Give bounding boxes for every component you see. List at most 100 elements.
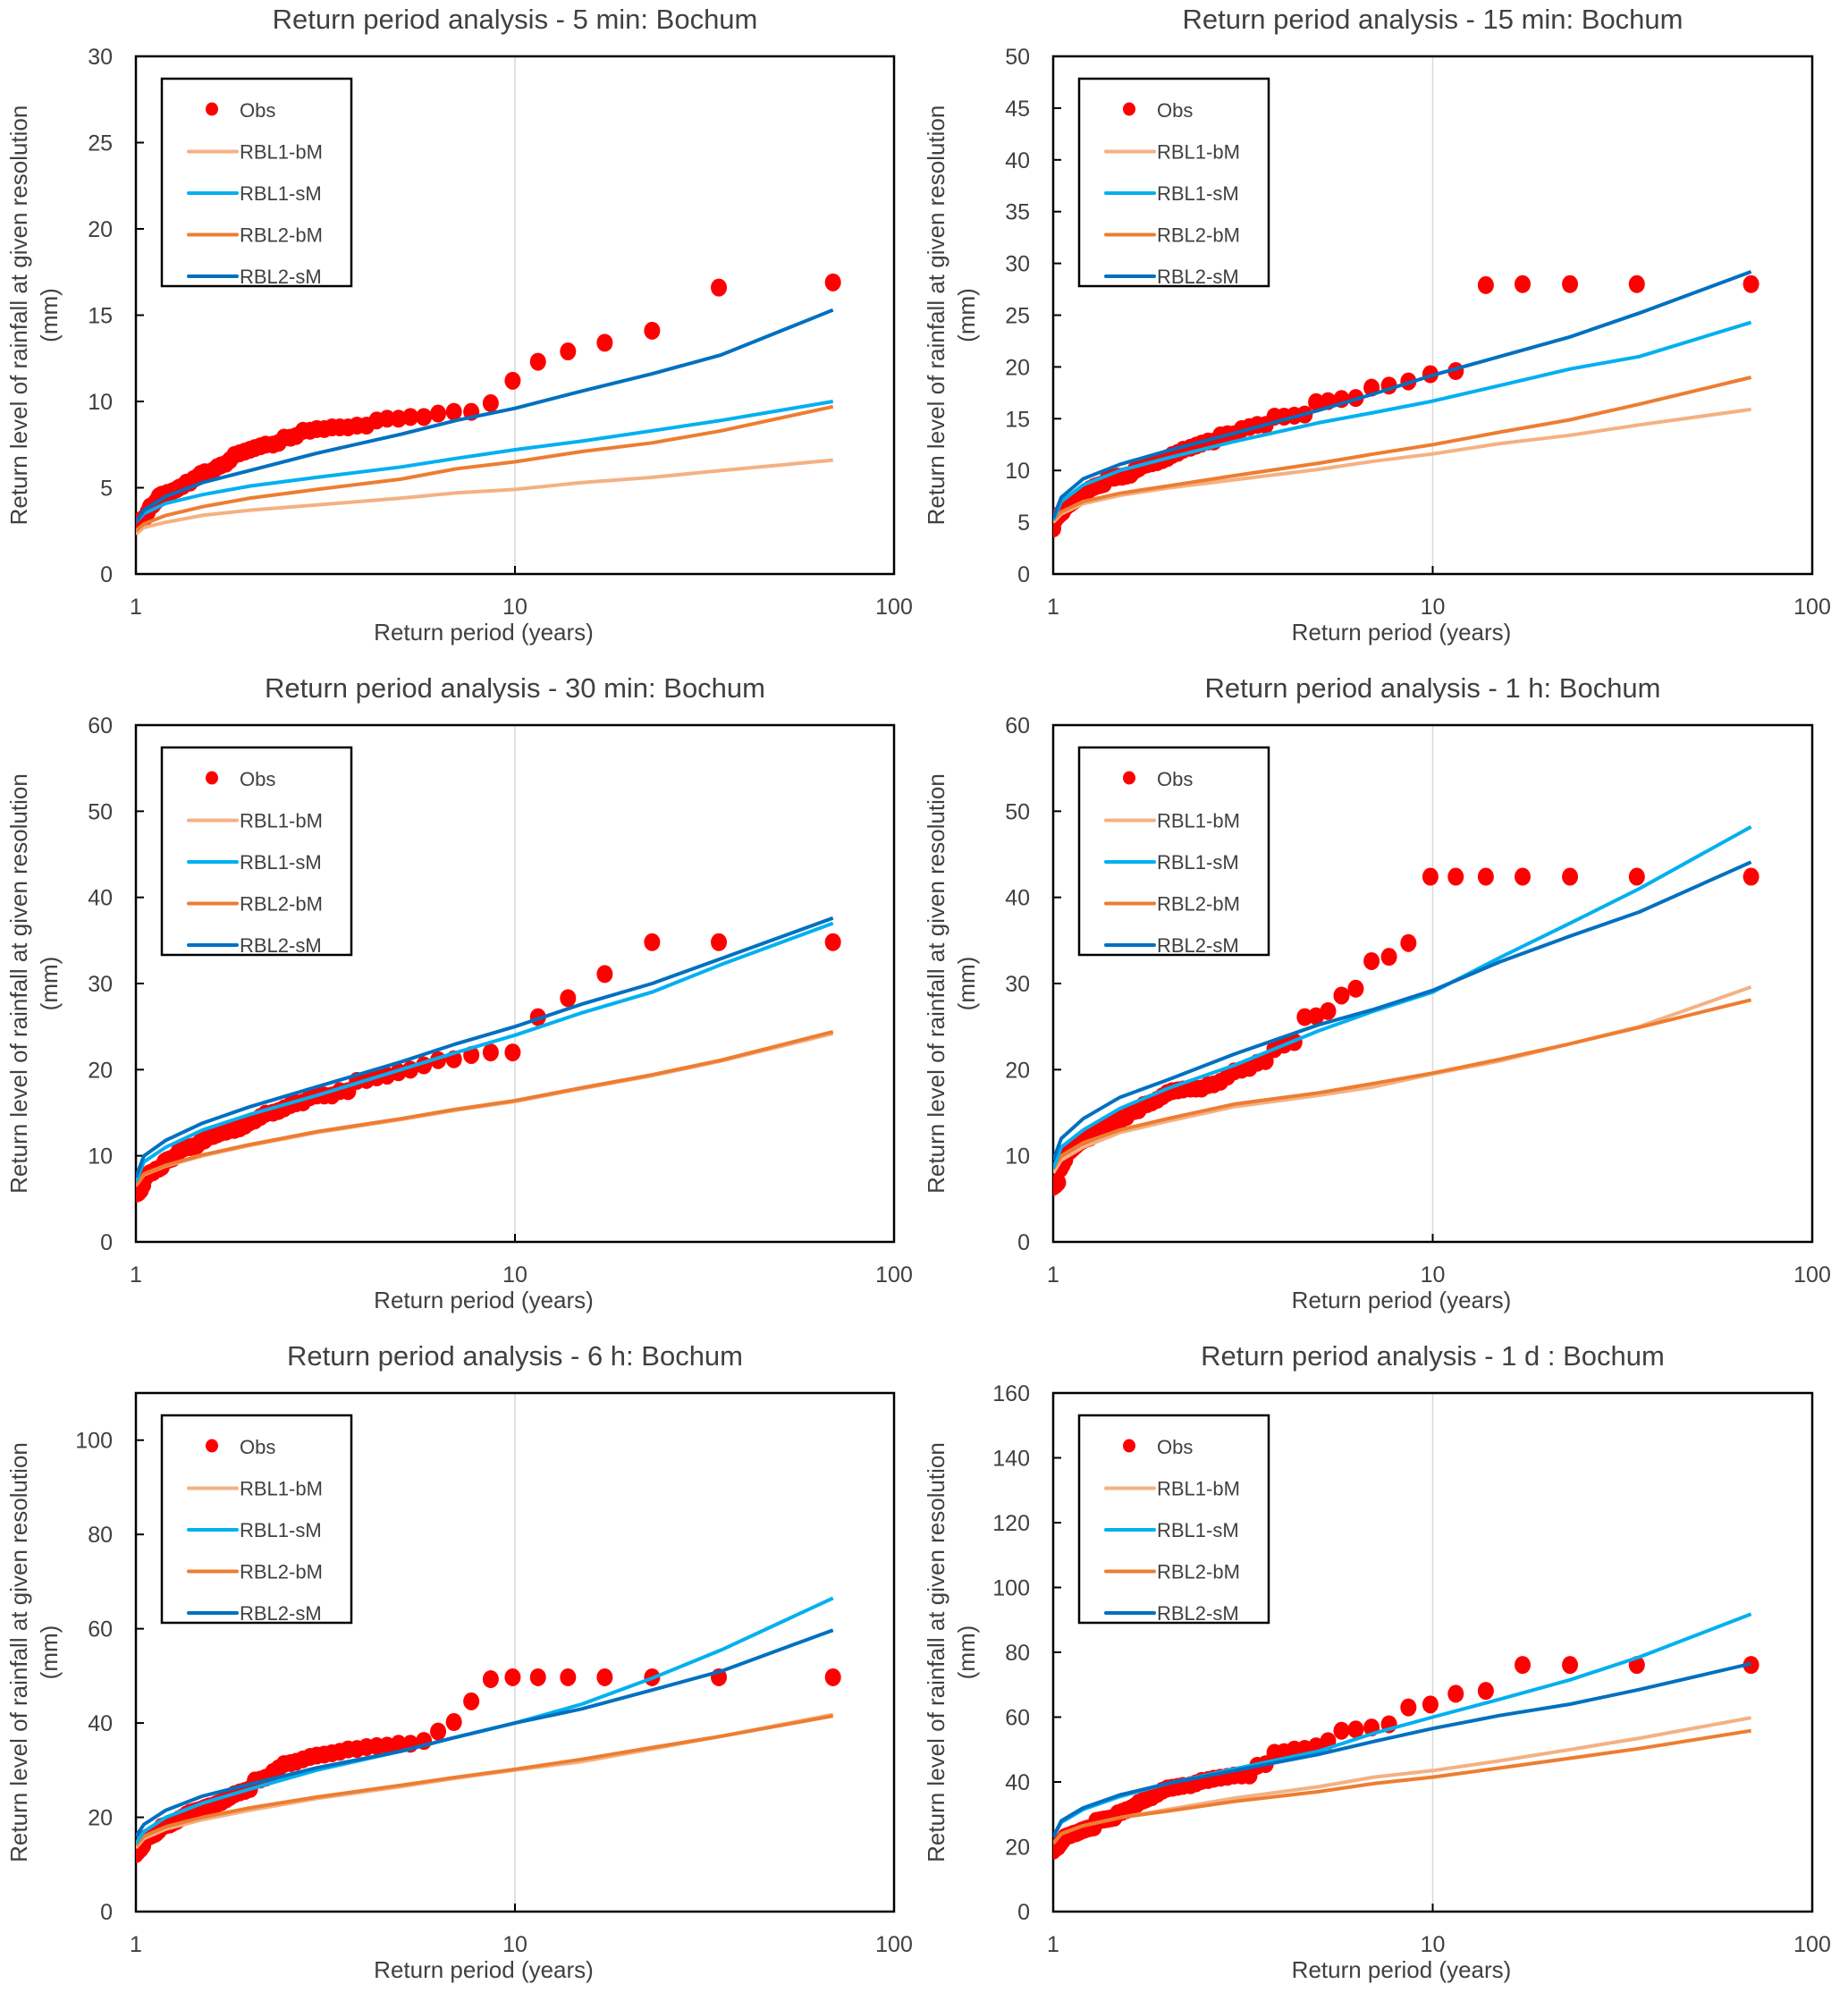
legend-item-rbl2_sm: RBL2-sM — [187, 934, 322, 957]
obs-point — [1363, 951, 1380, 970]
obs-point — [390, 1735, 407, 1753]
legend-item-rbl1_sm: RBL1-sM — [1104, 182, 1239, 205]
y-tick-label: 20 — [1005, 1058, 1030, 1083]
x-tick-label: 10 — [1421, 1932, 1446, 1957]
legend-item-rbl1_sm: RBL1-sM — [187, 1519, 322, 1541]
x-tick-label: 10 — [502, 1262, 527, 1288]
y-axis-title: Return level of rainfall at given resolu… — [923, 1442, 949, 1862]
y-axis-title: Return level of rainfall at given resolu… — [5, 106, 32, 526]
legend-label: RBL1-bM — [240, 810, 323, 832]
y-tick-label: 50 — [1005, 799, 1030, 824]
chart-panel-3: Return period analysis - 1 h: Bochum 0 10 2… — [923, 672, 1831, 1313]
chart-panel-4: Return period analysis - 6 h: Bochum 0 20 4… — [5, 1340, 913, 1983]
chart-title: Return period analysis - 1 h: Bochum — [1204, 672, 1660, 704]
x-tick-label: 100 — [875, 595, 913, 620]
legend-item-rbl2_bm: RBL2-bM — [1104, 893, 1240, 916]
obs-point — [1743, 274, 1759, 293]
x-tick-label: 100 — [875, 1932, 913, 1957]
y-tick-label: 10 — [88, 390, 113, 415]
legend: Obs RBL1-bM RBL1-sM RBL2-bM RBL2-sM — [1077, 746, 1270, 957]
legend-label: RBL1-bM — [1157, 141, 1240, 164]
y-tick-label: 30 — [1005, 252, 1030, 277]
series-line-rbl2-bm — [1053, 376, 1752, 522]
y-tick-label: 120 — [992, 1511, 1030, 1536]
obs-point — [1347, 1720, 1364, 1739]
obs-point — [1422, 867, 1439, 886]
series-line-rbl2-sm — [1053, 270, 1752, 519]
legend-label: RBL2-sM — [240, 266, 322, 288]
legend-box — [160, 77, 353, 288]
y-tick-label: 40 — [1005, 1770, 1030, 1795]
chart-panel-1: Return period analysis - 15 min: Bochum 0… — [923, 4, 1831, 646]
obs-point — [1743, 867, 1759, 886]
legend-label: RBL1-sM — [1157, 851, 1239, 874]
legend-label: RBL2-sM — [240, 1602, 322, 1625]
x-tick-label: 10 — [1421, 1262, 1446, 1288]
obs-point — [430, 1722, 447, 1741]
obs-point — [445, 1713, 462, 1732]
legend-label: RBL2-bM — [240, 893, 323, 916]
obs-point — [430, 404, 447, 423]
y-tick-label: 0 — [100, 562, 113, 587]
y-tick-label: 80 — [1005, 1641, 1030, 1666]
chart-title: Return period analysis - 6 h: Bochum — [287, 1340, 743, 1372]
series-line-rbl2-sm — [136, 308, 834, 524]
legend-item-rbl2_sm: RBL2-sM — [1104, 934, 1239, 957]
obs-point — [416, 408, 433, 426]
y-tick-label: 20 — [88, 1806, 113, 1831]
series-line-rbl2-bm — [136, 1714, 834, 1847]
legend-item-rbl1_bm: RBL1-bM — [187, 810, 323, 832]
y-tick-label: 60 — [88, 1617, 113, 1642]
legend-item-rbl1_bm: RBL1-bM — [1104, 141, 1240, 164]
legend-label: Obs — [1157, 1436, 1193, 1458]
legend-item-rbl2_bm: RBL2-bM — [1104, 224, 1240, 247]
legend-item-rbl1_bm: RBL1-bM — [1104, 810, 1240, 832]
y-tick-label: 0 — [1017, 562, 1030, 587]
chart-title: Return period analysis - 30 min: Bochum — [265, 672, 765, 704]
legend-item-rbl2_bm: RBL2-bM — [187, 1561, 323, 1583]
legend-label: RBL1-sM — [1157, 182, 1239, 205]
y-tick-label: 20 — [1005, 355, 1030, 380]
obs-point — [1628, 274, 1645, 293]
y-tick-label: 0 — [1017, 1230, 1030, 1255]
y-tick-label: 40 — [88, 886, 113, 911]
obs-point — [1320, 1001, 1337, 1020]
legend-item-rbl1_bm: RBL1-bM — [187, 1478, 323, 1500]
y-axis-title: Return level of rainfall at given resolu… — [923, 773, 949, 1194]
y-tick-label: 0 — [100, 1230, 113, 1255]
x-tick-label: 1 — [130, 595, 142, 620]
legend-item-rbl2_sm: RBL2-sM — [187, 1602, 322, 1625]
series-line-rbl2-bm — [136, 1029, 834, 1187]
y-axis-title: Return level of rainfall at given resolu… — [5, 1442, 32, 1862]
legend-label: RBL2-sM — [1157, 266, 1239, 288]
obs-point — [1400, 1698, 1417, 1717]
obs-point — [1380, 948, 1397, 967]
legend-box — [160, 1414, 353, 1625]
series-line-rbl1-sm — [1053, 1612, 1752, 1838]
legend-item-obs: Obs — [1123, 99, 1193, 122]
obs-point — [1400, 933, 1417, 952]
legend-item-obs: Obs — [1123, 768, 1193, 790]
obs-point — [1515, 274, 1532, 293]
x-tick-label: 100 — [1793, 1262, 1831, 1288]
y-tick-label: 20 — [88, 1058, 113, 1083]
x-axis-title: Return period (years) — [1292, 1956, 1512, 1983]
y-tick-label: 5 — [1017, 511, 1030, 536]
chart-title: Return period analysis - 15 min: Bochum — [1183, 4, 1683, 35]
series-line-rbl1-sm — [1053, 824, 1752, 1169]
x-tick-label: 10 — [1421, 595, 1446, 620]
legend-label: RBL1-bM — [240, 141, 323, 164]
y-tick-label: 100 — [992, 1576, 1030, 1601]
y-tick-label: 35 — [1005, 200, 1030, 225]
obs-point — [1515, 867, 1532, 886]
legend-marker — [206, 771, 218, 785]
obs-point — [1447, 867, 1464, 886]
y-tick-label: 15 — [88, 304, 113, 329]
y-tick-label: 5 — [100, 477, 113, 502]
obs-point — [1296, 1008, 1313, 1026]
x-axis-title: Return period (years) — [1292, 1287, 1512, 1313]
y-tick-label: 25 — [88, 131, 113, 156]
legend-marker — [1123, 102, 1135, 116]
legend-label: Obs — [240, 99, 275, 122]
series-line-rbl2-bm — [1053, 998, 1752, 1170]
